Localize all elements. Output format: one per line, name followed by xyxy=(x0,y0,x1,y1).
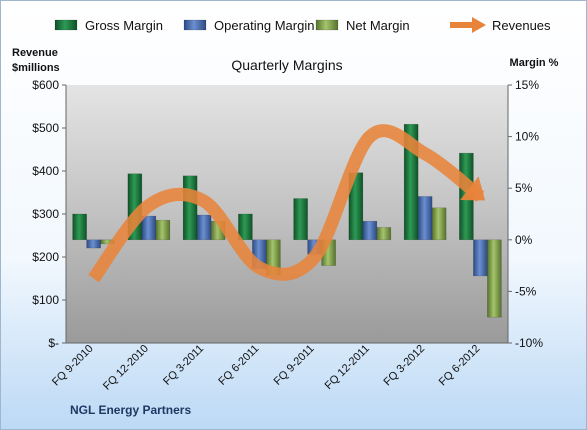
bar-net-margin xyxy=(376,227,392,241)
legend-item-operating-margin: Operating Margin xyxy=(183,18,314,33)
right-tick-label: 15% xyxy=(515,78,539,92)
legend-item-revenues: Revenues xyxy=(450,17,551,33)
bar-operating-margin xyxy=(86,239,101,249)
right-tick-label: 10% xyxy=(515,130,539,144)
right-tick-label: 0% xyxy=(515,233,533,247)
bar-gross-margin xyxy=(293,198,308,241)
legend: Gross Margin Operating Margin Net Margin Re… xyxy=(54,17,551,33)
left-axis-label-units: $millions xyxy=(12,62,60,74)
right-tick-label: -5% xyxy=(515,284,537,298)
left-tick-label: $100 xyxy=(32,293,59,307)
right-tick-label: 5% xyxy=(515,181,533,195)
legend-label: Gross Margin xyxy=(85,18,163,33)
left-axis-label: Revenue xyxy=(12,47,58,59)
legend-label: Revenues xyxy=(492,18,551,33)
bar-operating-margin xyxy=(362,220,378,241)
left-tick-label: $500 xyxy=(32,121,59,135)
bar-gross-margin xyxy=(182,175,198,241)
bar-net-margin xyxy=(487,239,502,318)
revenue-line xyxy=(88,124,485,283)
bar-operating-margin xyxy=(473,239,488,277)
legend-swatch xyxy=(54,19,78,31)
left-tick-label: $- xyxy=(48,336,59,350)
legend-item-gross-margin: Gross Margin xyxy=(54,18,163,33)
line-layer xyxy=(88,124,486,283)
left-tick-label: $200 xyxy=(32,250,59,264)
right-tick-label: -10% xyxy=(515,336,543,350)
legend-swatch-arrow xyxy=(472,17,486,33)
legend-label: Operating Margin xyxy=(214,18,314,33)
legend-swatch xyxy=(183,19,207,31)
right-axis-label: Margin % xyxy=(510,57,559,69)
bar-net-margin xyxy=(155,219,171,241)
left-tick-label: $600 xyxy=(32,78,59,92)
legend-swatch xyxy=(315,19,339,31)
left-tick-label: $400 xyxy=(32,164,59,178)
legend-label: Net Margin xyxy=(346,18,410,33)
revenue-arrow-head xyxy=(460,176,486,201)
bar-operating-margin xyxy=(417,196,433,241)
bar-gross-margin xyxy=(238,213,253,241)
legend-item-net-margin: Net Margin xyxy=(315,18,410,33)
chart-title: Quarterly Margins xyxy=(231,57,342,73)
bar-gross-margin xyxy=(72,213,87,241)
bar-operating-margin xyxy=(196,214,212,241)
chart-footer: NGL Energy Partners xyxy=(70,403,191,417)
bar-net-margin xyxy=(431,207,447,241)
left-tick-label: $300 xyxy=(32,207,59,221)
bar-operating-margin xyxy=(141,215,157,241)
